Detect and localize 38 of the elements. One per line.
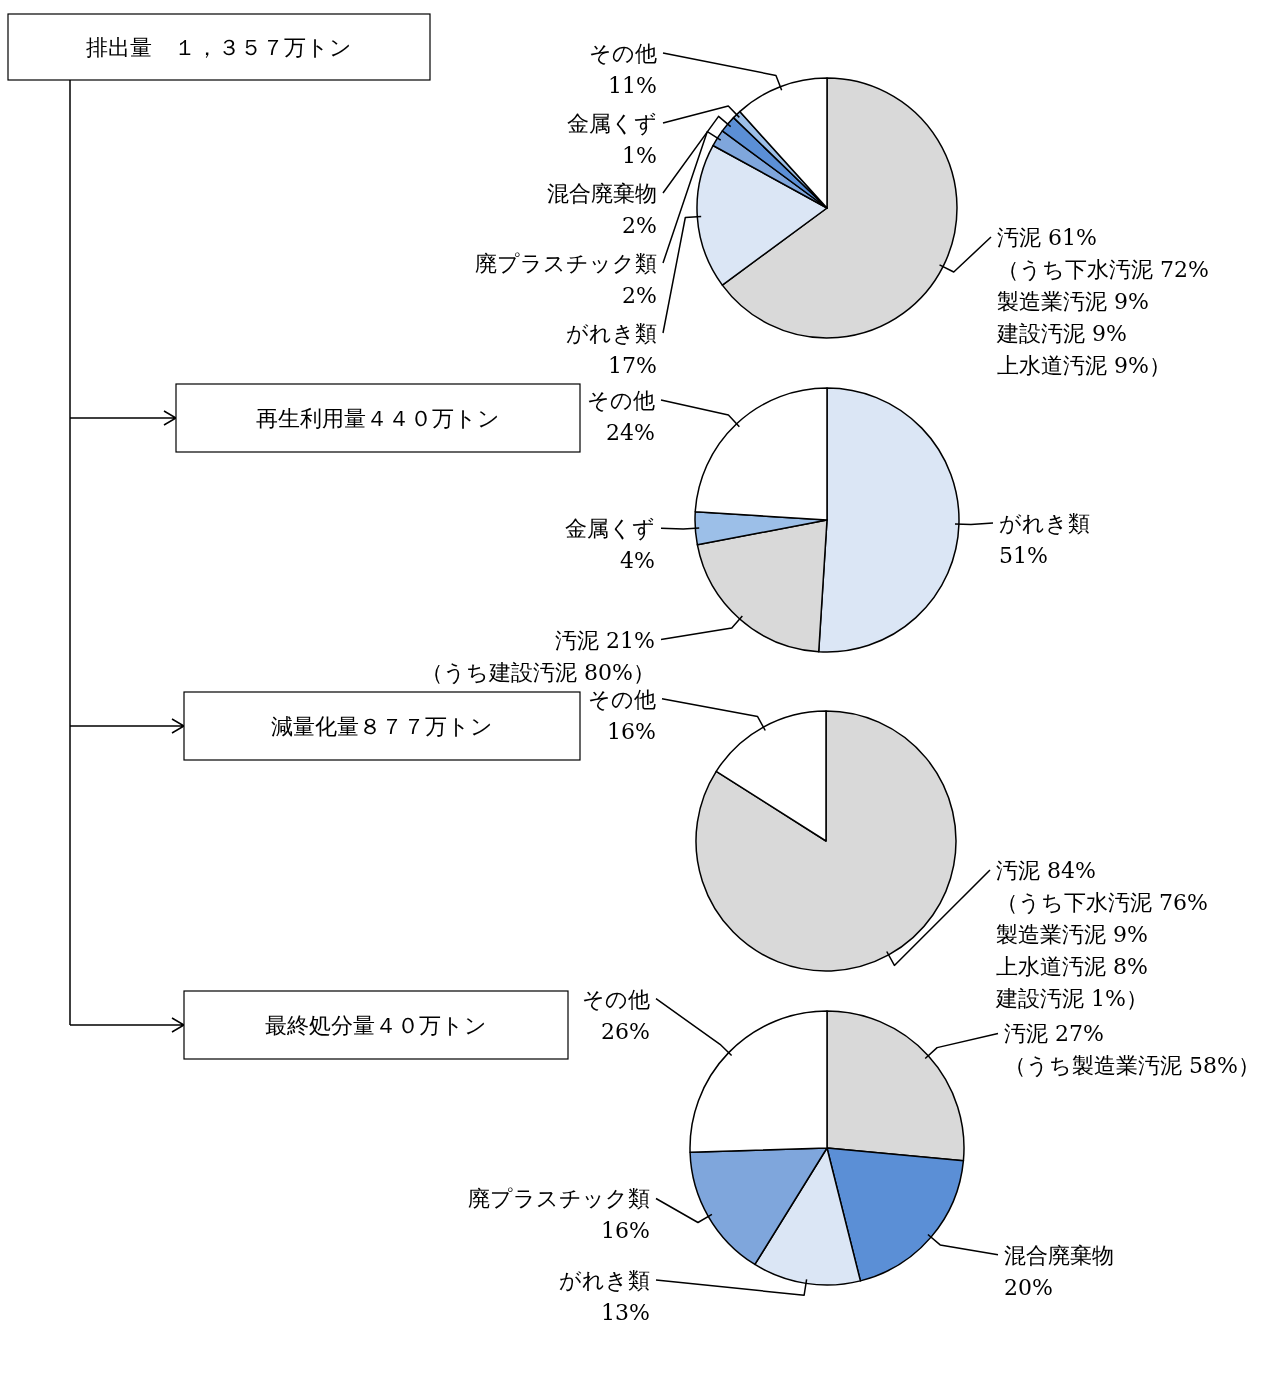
text: 再生利用量４４０万トン <box>256 406 500 431</box>
slice-label: 汚泥 84% <box>996 858 1096 883</box>
slice-label: 混合廃棄物 <box>1004 1242 1114 1268</box>
data-label: 2% <box>622 213 657 238</box>
data-label: 16% <box>607 718 656 744</box>
slice-label: その他 <box>582 986 650 1012</box>
data-label: 13% <box>601 1300 650 1325</box>
data-label: 17% <box>608 353 657 378</box>
slice-label: 廃プラスチック類 <box>475 251 657 276</box>
slice-label: がれき類 <box>566 321 657 346</box>
slice-label: 汚泥 27% <box>1004 1021 1104 1047</box>
data-label: 24% <box>606 419 655 445</box>
data-label: 4% <box>620 548 655 574</box>
slice-label: 金属くず <box>567 111 657 136</box>
data-label: 11% <box>608 73 657 98</box>
data-label: 51% <box>999 543 1048 569</box>
data-label: 16% <box>601 1218 650 1244</box>
text: （うち建設汚泥 80%） <box>421 659 655 685</box>
text: （うち下水汚泥 76% 製造業汚泥 9% 上水道汚泥 8% 建設汚泥 1%） <box>996 890 1208 1011</box>
slice-label: 汚泥 21% <box>555 627 655 653</box>
text: 最終処分量４０万トン <box>265 1013 487 1038</box>
text: 減量化量８７７万トン <box>271 714 493 739</box>
slice-label: 金属くず <box>565 516 655 542</box>
text: 排出量 １，３５７万トン <box>86 35 352 60</box>
data-label: 26% <box>601 1018 650 1044</box>
data-label: 1% <box>622 143 657 168</box>
text: （うち製造業汚泥 58%） <box>1004 1053 1260 1079</box>
slice-label: その他 <box>588 686 656 712</box>
slice-label: その他 <box>587 387 655 413</box>
slice-label: がれき類 <box>559 1268 650 1293</box>
slice-label: 汚泥 61% <box>997 225 1097 250</box>
slice-label: がれき類 <box>999 511 1090 537</box>
slice-label: 混合廃棄物 <box>547 181 657 206</box>
slice-label: 廃プラスチック類 <box>468 1186 650 1212</box>
data-label: 2% <box>622 283 657 308</box>
data-label: 20% <box>1004 1274 1053 1300</box>
slice-label: その他 <box>589 41 657 66</box>
text: （うち下水汚泥 72% 製造業汚泥 9% 建設汚泥 9% 上水道汚泥 9%） <box>997 257 1209 378</box>
